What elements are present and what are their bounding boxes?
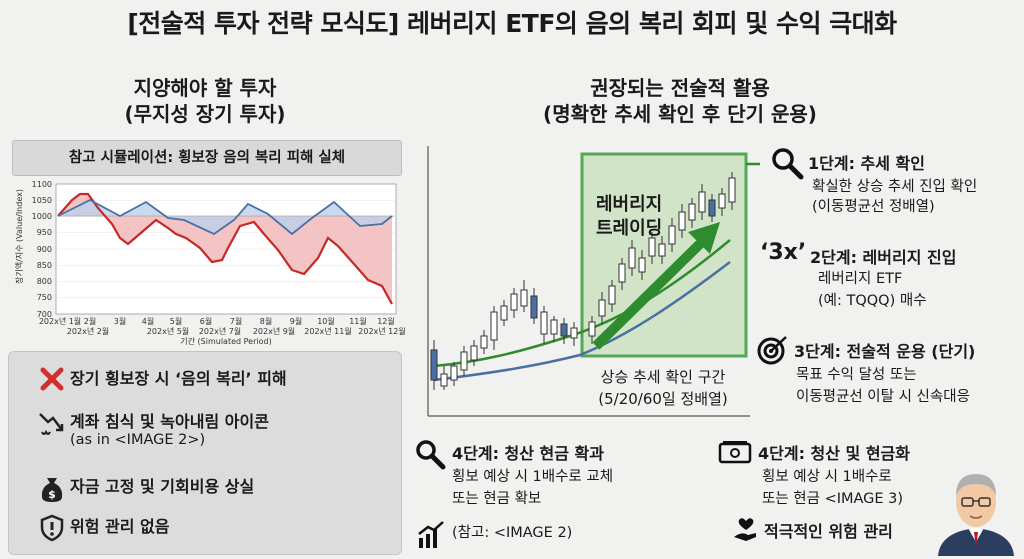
step4b-line2: 또는 현금 <IMAGE 3): [762, 491, 904, 507]
3x-badge: ‘3x’: [760, 240, 807, 265]
step3-line2: 이동평균선 이탈 시 신속대응: [796, 389, 970, 405]
list-item: 계좌 침식 및 녹아내림 아이콘 (as in <IMAGE 2>): [34, 408, 269, 448]
xtick: 4월: [142, 316, 154, 326]
step4b-extra: 적극적인 위험 관리: [764, 522, 893, 541]
svg-text:$: $: [48, 488, 56, 501]
simulation-title-box: 참고 시뮬레이션: 횡보장 음의 복리 피해 실체: [12, 140, 402, 176]
magnifier-icon: [770, 146, 804, 184]
avatar: [938, 474, 1014, 556]
negative-points-panel: [8, 351, 402, 555]
ytick: 700: [37, 310, 52, 319]
left-subheading: (무지성 장기 투자): [124, 102, 286, 126]
xtick: 7월: [230, 316, 242, 326]
target-icon: [756, 334, 790, 372]
simulation-title: 참고 시뮬레이션: 횡보장 음의 복리 피해 실체: [68, 150, 346, 166]
magnifier-icon: [414, 438, 446, 474]
ytick: 900: [37, 245, 52, 254]
trend-chart: [427, 146, 760, 417]
step1-line1: 확실한 상승 추세 진입 확인: [812, 179, 978, 195]
care-hand-icon: [732, 515, 760, 547]
step4a-line2: 또는 현금 확보: [452, 491, 542, 507]
step4a-line1: 횡보 예상 시 1배수로 교체: [452, 469, 614, 485]
x-icon: [34, 366, 70, 392]
right-heading: 권장되는 전술적 활용: [590, 76, 770, 100]
step1-title: 1단계: 추세 확인: [808, 154, 925, 173]
ytick: 850: [37, 261, 52, 270]
xtick: 8월: [260, 316, 272, 326]
ytick: 1100: [32, 180, 52, 189]
ytick: 800: [37, 277, 52, 286]
xtick: 202x년 5월: [147, 326, 189, 336]
step1-line2: (이동평균선 정배열): [812, 199, 935, 215]
money-bag-icon: $: [34, 474, 70, 504]
step2-title: 2단계: 레버리지 진입: [810, 248, 957, 267]
step3-title: 3단계: 전술적 운용 (단기): [794, 342, 976, 361]
xtick: 202x년 2월: [67, 326, 109, 336]
leverage-label-1: 레버리지: [596, 194, 663, 215]
xtick: 2월: [84, 316, 96, 326]
xtick: 202x년 9월: [253, 326, 295, 336]
rising-bars-icon: [416, 520, 446, 554]
y-axis-label: 장기액/지수 (Value/Index): [14, 189, 24, 284]
step4b-title: 4단계: 청산 및 현금화: [758, 444, 911, 463]
xtick: 202x년 7월: [199, 326, 241, 336]
x-axis-label: 기간 (Simulated Period): [180, 336, 271, 346]
right-subheading: (명확한 추세 확인 후 단기 운용): [543, 102, 817, 126]
xtick: 11월: [349, 316, 367, 326]
step4b-line1: 횡보 예상 시 1배수로: [762, 469, 892, 485]
list-item: 장기 횡보장 시 ‘음의 복리’ 피해: [34, 366, 287, 392]
xtick: 10월: [317, 316, 335, 326]
leverage-label-2: 트레이딩: [596, 218, 663, 239]
cash-icon: [718, 440, 752, 470]
page-title: [전술적 투자 전략 모식도] 레버리지 ETF의 음의 복리 회피 및 수익 …: [127, 9, 897, 38]
xtick: 202x년 11월: [304, 326, 351, 336]
list-item: $ 자금 고정 및 기회비용 상실: [34, 474, 254, 504]
xtick: 5월: [170, 316, 182, 326]
ytick: 750: [37, 293, 52, 302]
ytick: 1000: [32, 212, 52, 221]
simulation-chart: 1100 1050 1000 950 900 850 800 750 700 장…: [14, 180, 406, 346]
xtick: 202x년 1월: [39, 316, 81, 326]
step3-line1: 목표 수익 달성 또는: [796, 367, 917, 383]
step4a-title: 4단계: 청산 현금 확과: [452, 444, 605, 463]
ytick: 1050: [32, 196, 52, 205]
xtick: 9월: [290, 316, 302, 326]
list-item: 위험 관리 없음: [34, 514, 169, 542]
trend-label: 상승 추세 확인 구간: [600, 368, 726, 386]
step4a-ref: (참고: <IMAGE 2): [452, 525, 573, 541]
step2-line1: 레버리지 ETF: [818, 271, 903, 287]
step2-line2: (예: TQQQ) 매수: [818, 293, 927, 309]
xtick: 6월: [200, 316, 212, 326]
xtick: 12월: [377, 316, 395, 326]
shield-alert-icon: [34, 514, 70, 542]
left-heading: 지양해야 할 투자: [133, 76, 277, 100]
trend-label-sub: (5/20/60일 정배열): [598, 390, 728, 408]
xtick: 3월: [114, 316, 126, 326]
xtick: 202x년 12월: [358, 326, 405, 336]
ytick: 950: [37, 228, 52, 237]
melting-account-icon: [34, 408, 70, 438]
